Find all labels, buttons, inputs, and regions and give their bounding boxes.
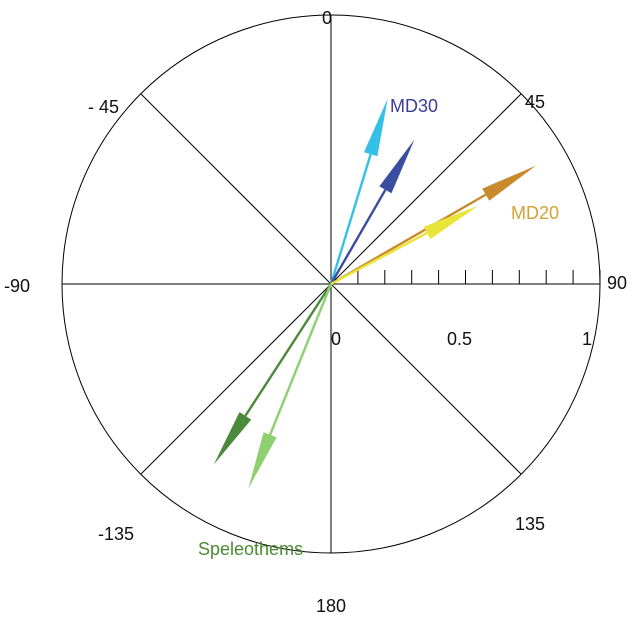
vector-shaft-speleothems [268, 283, 333, 436]
angle-label-45: 45 [525, 92, 545, 112]
vector-arrowhead-md30 [363, 98, 388, 157]
angle-label-m90: -90 [4, 276, 30, 296]
angle-label-180: 180 [316, 596, 346, 616]
vector-arrowhead-md30 [379, 139, 415, 194]
vector-shaft-md30 [329, 189, 387, 285]
vector-arrowhead-md20 [482, 165, 537, 201]
scale-label-0-5: 0.5 [447, 329, 472, 349]
angle-label-90: 90 [607, 273, 627, 293]
series-label-speleothems: Speleothems [198, 539, 303, 559]
vector-arrowhead-speleothems [213, 412, 252, 465]
vector-shaft-md20 [330, 231, 428, 286]
vector-arrowhead-md20 [423, 205, 479, 240]
scale-ticks [330, 270, 601, 284]
vector-shaft-speleothems [244, 283, 333, 417]
scale-label-0: 0 [331, 329, 341, 349]
vector-shaft-md20 [330, 193, 487, 286]
scale-label-1: 1 [582, 329, 592, 349]
vector-arrowhead-speleothems [248, 432, 277, 489]
series-label-md30: MD30 [390, 96, 438, 116]
angle-label-135: 135 [515, 514, 545, 534]
angle-label-m135: -135 [98, 524, 134, 544]
angle-label-0: 0 [322, 8, 332, 28]
vector-shaft-md30 [329, 153, 372, 285]
series-label-md20: MD20 [511, 203, 559, 223]
vectors-group [213, 98, 537, 489]
angle-label-m45: - 45 [88, 97, 119, 117]
